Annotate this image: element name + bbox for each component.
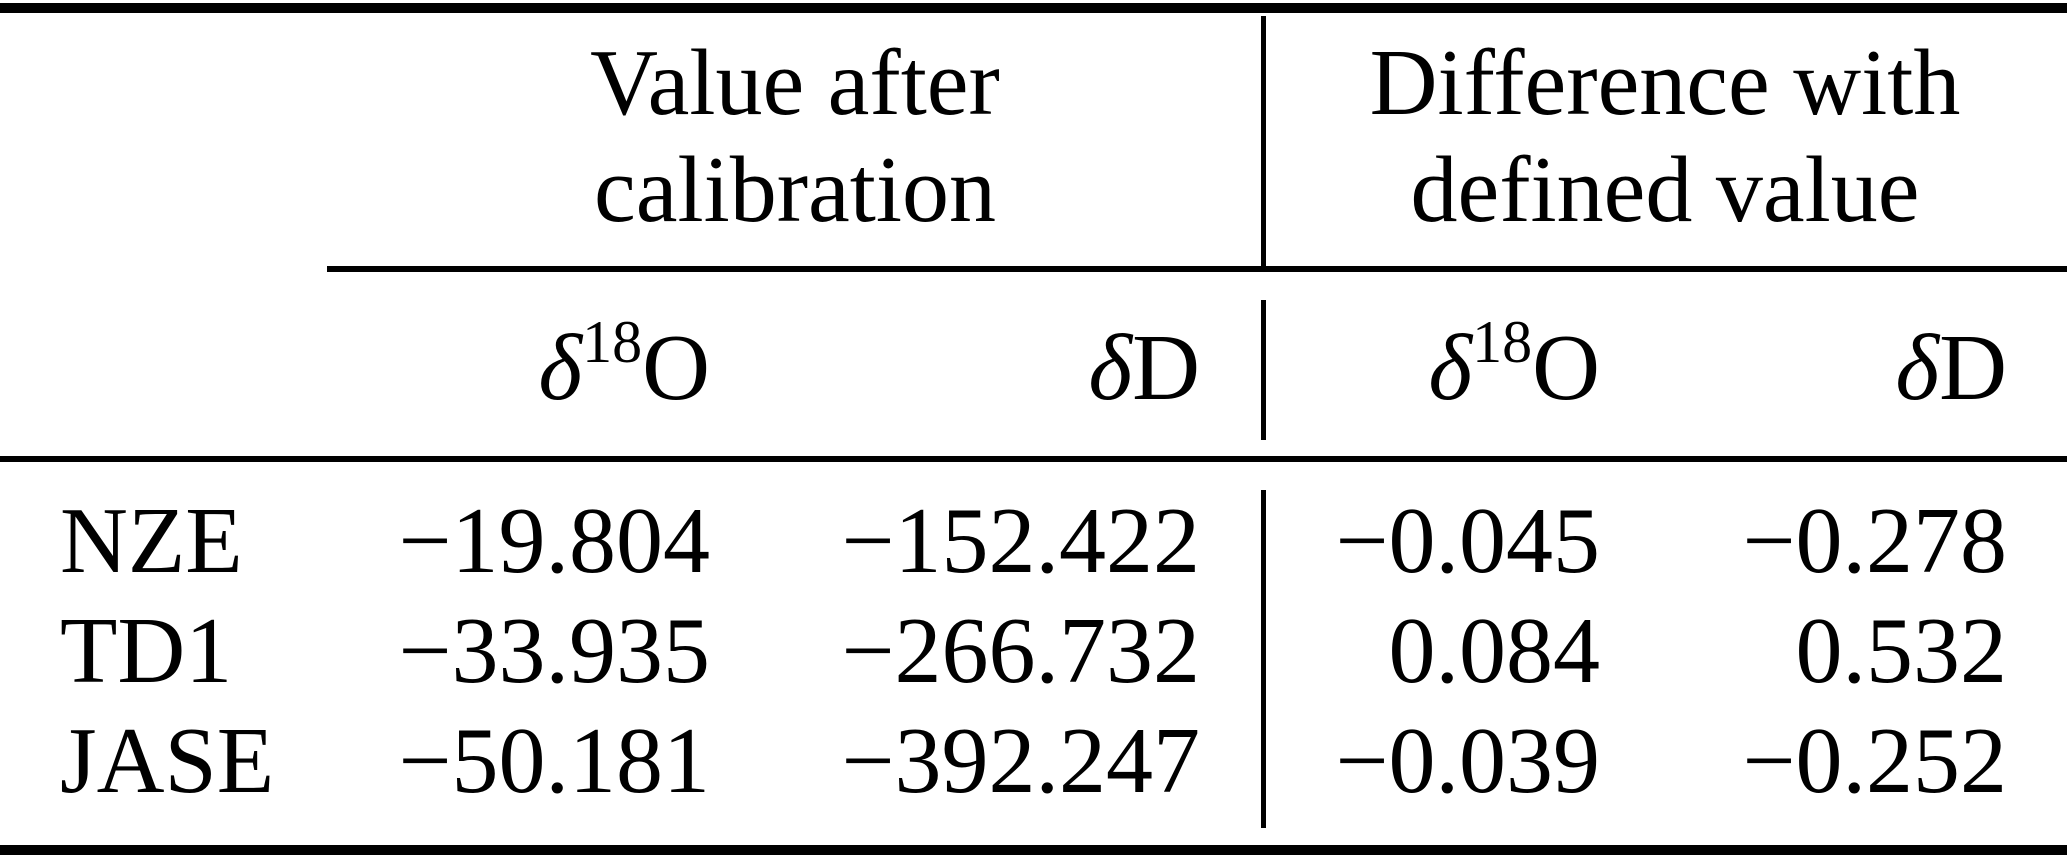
vertical-divider-subheader: [1261, 300, 1266, 440]
cell-diff-d18o: −0.045: [1335, 489, 1600, 593]
row-label: NZE: [60, 489, 243, 593]
cell-cal-dd: −392.247: [841, 709, 1200, 813]
group-title-line2: calibration: [594, 138, 996, 242]
group-title-line1: Value after: [590, 31, 1000, 135]
isotope-superscript: 18: [582, 309, 643, 375]
vertical-divider-body: [1261, 490, 1266, 828]
column-group-title-value-after-calibration: Value after calibration: [295, 30, 1295, 244]
delta-symbol: δ: [1428, 316, 1473, 420]
group-title-line2: defined value: [1410, 138, 1920, 242]
cell-cal-dd: −152.422: [841, 489, 1200, 593]
isotope-superscript: 18: [1472, 309, 1533, 375]
row-label: JASE: [60, 709, 275, 813]
element-symbol: D: [1132, 316, 1200, 420]
cell-diff-dd: −0.278: [1742, 489, 2007, 593]
cell-cal-d18o: −33.935: [398, 599, 710, 703]
group-header-underline-rule: [327, 266, 2067, 272]
top-rule: [0, 3, 2067, 13]
cell-cal-d18o: −19.804: [398, 489, 710, 593]
cell-diff-dd: 0.532: [1795, 599, 2008, 703]
cell-cal-dd: −266.732: [841, 599, 1200, 703]
bottom-rule: [0, 845, 2067, 855]
row-label: TD1: [60, 599, 233, 703]
sub-header-diff-d18o: δ18O: [1428, 312, 1600, 415]
element-symbol: O: [642, 316, 710, 420]
element-symbol: O: [1532, 316, 1600, 420]
cell-diff-d18o: −0.039: [1335, 709, 1600, 813]
sub-header-cal-d18o: δ18O: [538, 312, 710, 415]
cell-cal-d18o: −50.181: [398, 709, 710, 813]
element-symbol: D: [1939, 316, 2007, 420]
cell-diff-dd: −0.252: [1742, 709, 2007, 813]
delta-symbol: δ: [1895, 316, 1940, 420]
cell-diff-d18o: 0.084: [1388, 599, 1601, 703]
delta-symbol: δ: [538, 316, 583, 420]
sub-header-diff-dd: δD: [1895, 321, 2007, 415]
column-group-title-difference-with-defined-value: Difference with defined value: [1165, 30, 2067, 244]
vertical-divider-header: [1261, 16, 1266, 266]
header-body-separator-rule: [0, 456, 2067, 462]
delta-symbol: δ: [1088, 316, 1133, 420]
group-title-line1: Difference with: [1369, 31, 1961, 135]
sub-header-cal-dd: δD: [1088, 321, 1200, 415]
